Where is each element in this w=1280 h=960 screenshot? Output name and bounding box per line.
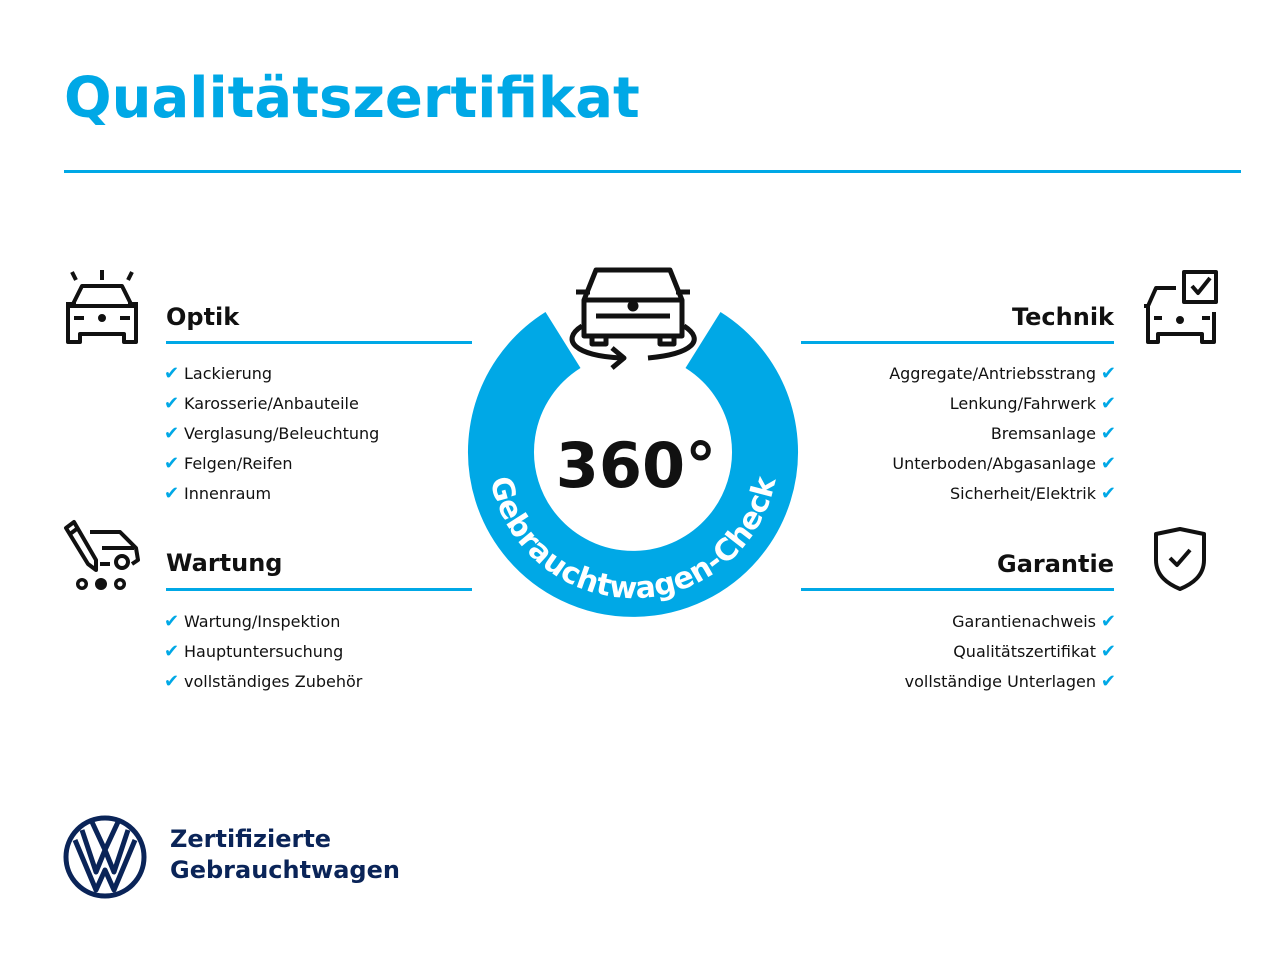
list-item: Lenkung/Fahrwerk ✔ [800,389,1116,419]
garantie-list: Garantienachweis ✔ Qualitätszertifikat ✔ v… [800,607,1116,697]
list-item: Qualitätszertifikat ✔ [800,637,1116,667]
list-item: Unterboden/Abgasanlage ✔ [800,449,1116,479]
list-item: Bremsanlage ✔ [800,419,1116,449]
check-icon: ✔ [1100,641,1116,662]
optik-divider [166,341,472,344]
check-icon: ✔ [164,363,180,384]
wartung-divider [166,588,472,591]
list-item: Aggregate/Antriebsstrang ✔ [800,359,1116,389]
car-shine-icon [66,270,138,344]
title-divider [64,170,1241,173]
list-item: ✔ Innenraum [164,479,379,509]
service-van-icon [64,520,140,590]
optik-heading: Optik [166,303,240,331]
check-icon: ✔ [1100,423,1116,444]
technik-divider [801,341,1114,344]
list-item: ✔ Felgen/Reifen [164,449,379,479]
check-icon: ✔ [1100,453,1116,474]
check-icon: ✔ [1100,671,1116,692]
shield-check-icon [1154,527,1206,591]
brand-text: Zertifizierte Gebrauchtwagen [170,824,400,886]
list-item: ✔ Verglasung/Beleuchtung [164,419,379,449]
check-icon: ✔ [1100,483,1116,504]
technik-heading: Technik [1011,303,1114,331]
check-icon: ✔ [164,483,180,504]
list-item: vollständige Unterlagen ✔ [800,667,1116,697]
check-icon: ✔ [164,453,180,474]
car-checkbox-icon [1144,270,1218,344]
car-rotate-icon [569,267,697,370]
list-item: ✔ Hauptuntersuchung [164,637,362,667]
brand-line-1: Zertifizierte [170,825,332,853]
check-icon: ✔ [1100,363,1116,384]
list-item: Garantienachweis ✔ [800,607,1116,637]
list-item: ✔ Lackierung [164,359,379,389]
badge-value: 360° [556,429,716,502]
check-icon: ✔ [164,641,180,662]
garantie-heading: Garantie [997,550,1114,578]
page-title: Qualitätszertifikat [64,66,640,131]
technik-list: Aggregate/Antriebsstrang ✔ Lenkung/Fahrwe… [800,359,1116,509]
check-icon: ✔ [164,393,180,414]
list-item: ✔ Wartung/Inspektion [164,607,362,637]
list-item: ✔ vollständiges Zubehör [164,667,362,697]
check-icon: ✔ [1100,611,1116,632]
vw-logo-icon [63,815,147,899]
check-icon: ✔ [164,611,180,632]
garantie-divider [801,588,1114,591]
check-icon: ✔ [1100,393,1116,414]
wartung-heading: Wartung [166,549,283,577]
list-item: ✔ Karosserie/Anbauteile [164,389,379,419]
check-icon: ✔ [164,423,180,444]
brand-line-2: Gebrauchtwagen [170,856,400,884]
list-item: Sicherheit/Elektrik ✔ [800,479,1116,509]
optik-list: ✔ Lackierung ✔ Karosserie/Anbauteile ✔ Verg… [164,359,379,509]
wartung-list: ✔ Wartung/Inspektion ✔ Hauptuntersuchung ✔… [164,607,362,697]
check-icon: ✔ [164,671,180,692]
badge-ring [468,312,798,617]
